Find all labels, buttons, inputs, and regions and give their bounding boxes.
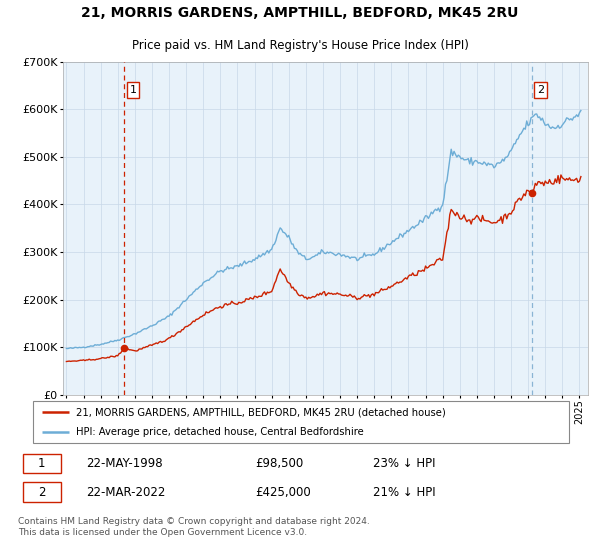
Text: £98,500: £98,500: [255, 457, 303, 470]
FancyBboxPatch shape: [33, 401, 569, 444]
FancyBboxPatch shape: [23, 483, 61, 502]
Text: 21, MORRIS GARDENS, AMPTHILL, BEDFORD, MK45 2RU: 21, MORRIS GARDENS, AMPTHILL, BEDFORD, M…: [82, 6, 518, 20]
Text: 1: 1: [38, 457, 46, 470]
Text: £425,000: £425,000: [255, 486, 311, 499]
Text: 21, MORRIS GARDENS, AMPTHILL, BEDFORD, MK45 2RU (detached house): 21, MORRIS GARDENS, AMPTHILL, BEDFORD, M…: [76, 407, 446, 417]
Text: HPI: Average price, detached house, Central Bedfordshire: HPI: Average price, detached house, Cent…: [76, 427, 364, 437]
Text: 2: 2: [537, 85, 544, 95]
FancyBboxPatch shape: [23, 454, 61, 473]
Text: 23% ↓ HPI: 23% ↓ HPI: [373, 457, 436, 470]
Text: 21% ↓ HPI: 21% ↓ HPI: [373, 486, 436, 499]
Text: 22-MAR-2022: 22-MAR-2022: [86, 486, 165, 499]
Text: Contains HM Land Registry data © Crown copyright and database right 2024.
This d: Contains HM Land Registry data © Crown c…: [18, 517, 370, 536]
Text: 22-MAY-1998: 22-MAY-1998: [86, 457, 163, 470]
Text: 2: 2: [38, 486, 46, 499]
Text: 1: 1: [130, 85, 137, 95]
Text: Price paid vs. HM Land Registry's House Price Index (HPI): Price paid vs. HM Land Registry's House …: [131, 39, 469, 53]
